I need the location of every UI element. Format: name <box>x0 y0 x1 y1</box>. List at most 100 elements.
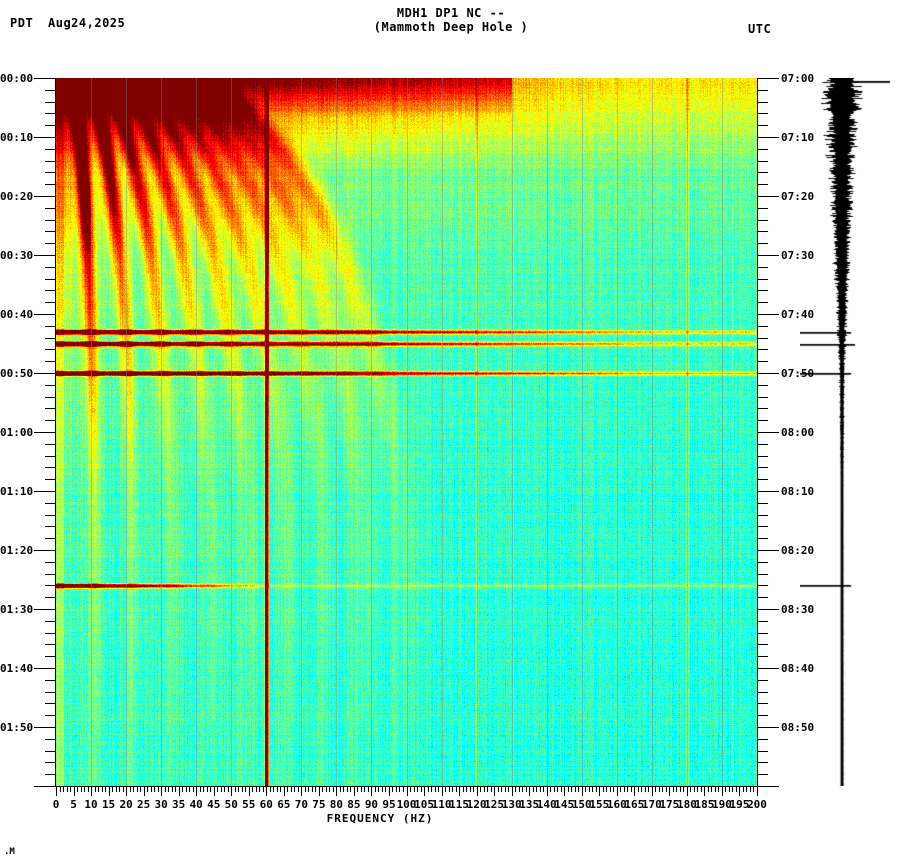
frequency-tick-label: 160 <box>606 798 627 811</box>
left-tick-minor <box>45 455 55 457</box>
freq-tick-minor <box>224 787 226 792</box>
left-tick-minor <box>45 502 55 504</box>
freq-tick-minor <box>434 787 436 792</box>
freq-tick-minor <box>94 787 96 792</box>
frequency-tick-label: 90 <box>364 798 379 811</box>
freq-tick-minor <box>157 787 159 792</box>
left-tick-major <box>34 668 55 669</box>
freq-tick-minor <box>623 787 625 792</box>
freq-tick-minor <box>84 787 86 792</box>
freq-tick-minor <box>364 787 366 792</box>
right-tick-minor <box>758 762 768 764</box>
freq-tick-minor <box>504 787 506 792</box>
freq-tick-minor <box>588 787 590 792</box>
header-timezone-right: UTC <box>748 22 772 36</box>
frequency-tick-label: 200 <box>747 798 767 811</box>
left-tick-major <box>34 314 55 315</box>
right-tick-minor <box>758 349 768 351</box>
left-tick-minor <box>45 184 55 186</box>
frequency-tick-label: 105 <box>414 798 434 811</box>
freq-tick-minor <box>679 787 681 792</box>
right-tick-major <box>758 373 779 374</box>
frequency-tick-label: 70 <box>294 798 308 811</box>
freq-tick-minor <box>63 787 64 792</box>
freq-tick-minor <box>690 787 692 792</box>
right-tick-major <box>758 786 779 787</box>
freq-tick-minor <box>329 787 331 792</box>
frequency-tick-label: 110 <box>431 798 452 811</box>
freq-tick-minor <box>728 787 730 792</box>
freq-tick-minor <box>87 787 89 792</box>
spectrogram-plot[interactable] <box>56 78 757 786</box>
freq-tick-minor <box>112 787 114 792</box>
freq-tick-minor <box>350 787 352 792</box>
freq-tick-minor <box>70 787 72 792</box>
left-tick-minor <box>45 738 55 740</box>
freq-tick-major <box>371 787 373 796</box>
frequency-tick-label: 180 <box>676 798 697 811</box>
right-tick-major <box>758 432 779 433</box>
freq-tick-major <box>634 787 636 796</box>
right-tick-minor <box>758 160 768 162</box>
freq-tick-minor <box>483 787 485 792</box>
right-tick-minor <box>758 325 768 327</box>
freq-tick-major <box>73 787 75 796</box>
right-tick-minor <box>758 148 768 150</box>
freq-tick-minor <box>101 787 103 792</box>
frequency-tick-label: 10 <box>84 798 98 811</box>
freq-tick-major <box>318 787 320 796</box>
freq-tick-minor <box>290 787 292 792</box>
frequency-tick-label: 25 <box>137 798 151 811</box>
frequency-tick-label: 190 <box>712 798 732 811</box>
left-tick-major <box>34 491 55 492</box>
freq-tick-major <box>161 787 163 796</box>
right-tick-minor <box>758 302 768 304</box>
right-time-axis-line <box>757 78 758 786</box>
freq-tick-minor <box>672 787 674 792</box>
freq-tick-minor <box>539 787 541 792</box>
freq-tick-minor <box>360 787 362 792</box>
frequency-tick-label: 50 <box>224 798 238 811</box>
left-tick-major <box>34 786 55 787</box>
left-time-label: 00:10 <box>0 131 34 144</box>
left-tick-minor <box>45 325 55 327</box>
freq-tick-minor <box>150 787 152 792</box>
freq-tick-minor <box>238 787 240 792</box>
freq-tick-minor <box>171 787 173 792</box>
left-tick-minor <box>45 207 55 209</box>
right-tick-minor <box>758 479 768 481</box>
freq-tick-minor <box>259 787 261 792</box>
left-time-label: 00:20 <box>0 190 34 203</box>
left-tick-minor <box>45 243 55 245</box>
freq-tick-minor <box>665 787 667 792</box>
freq-tick-major <box>91 787 93 796</box>
freq-tick-major <box>616 787 618 796</box>
right-tick-minor <box>758 774 768 776</box>
left-tick-minor <box>45 384 55 386</box>
frequency-tick-label: 170 <box>641 798 662 811</box>
right-tick-minor <box>758 679 768 681</box>
freq-tick-minor <box>399 787 401 792</box>
right-tick-minor <box>758 243 768 245</box>
amplitude-trace-panel <box>800 78 900 786</box>
freq-tick-minor <box>280 787 282 792</box>
left-tick-minor <box>45 278 55 280</box>
frequency-tick-label: 30 <box>154 798 168 811</box>
freq-tick-minor <box>59 787 61 792</box>
freq-tick-major <box>494 787 496 796</box>
freq-tick-minor <box>332 787 334 792</box>
left-tick-major <box>34 196 55 197</box>
right-tick-minor <box>758 455 768 457</box>
freq-tick-minor <box>714 787 716 792</box>
left-tick-minor <box>45 290 55 292</box>
frequency-tick-label: 55 <box>242 798 256 811</box>
left-tick-major <box>34 137 55 138</box>
freq-tick-minor <box>585 787 587 792</box>
freq-tick-major <box>424 787 426 796</box>
freq-tick-minor <box>402 787 404 792</box>
freq-tick-minor <box>276 787 278 792</box>
corner-mark: .M <box>4 847 15 857</box>
freq-tick-major <box>721 787 723 796</box>
left-time-label: 01:10 <box>0 485 34 498</box>
right-tick-minor <box>758 113 768 115</box>
